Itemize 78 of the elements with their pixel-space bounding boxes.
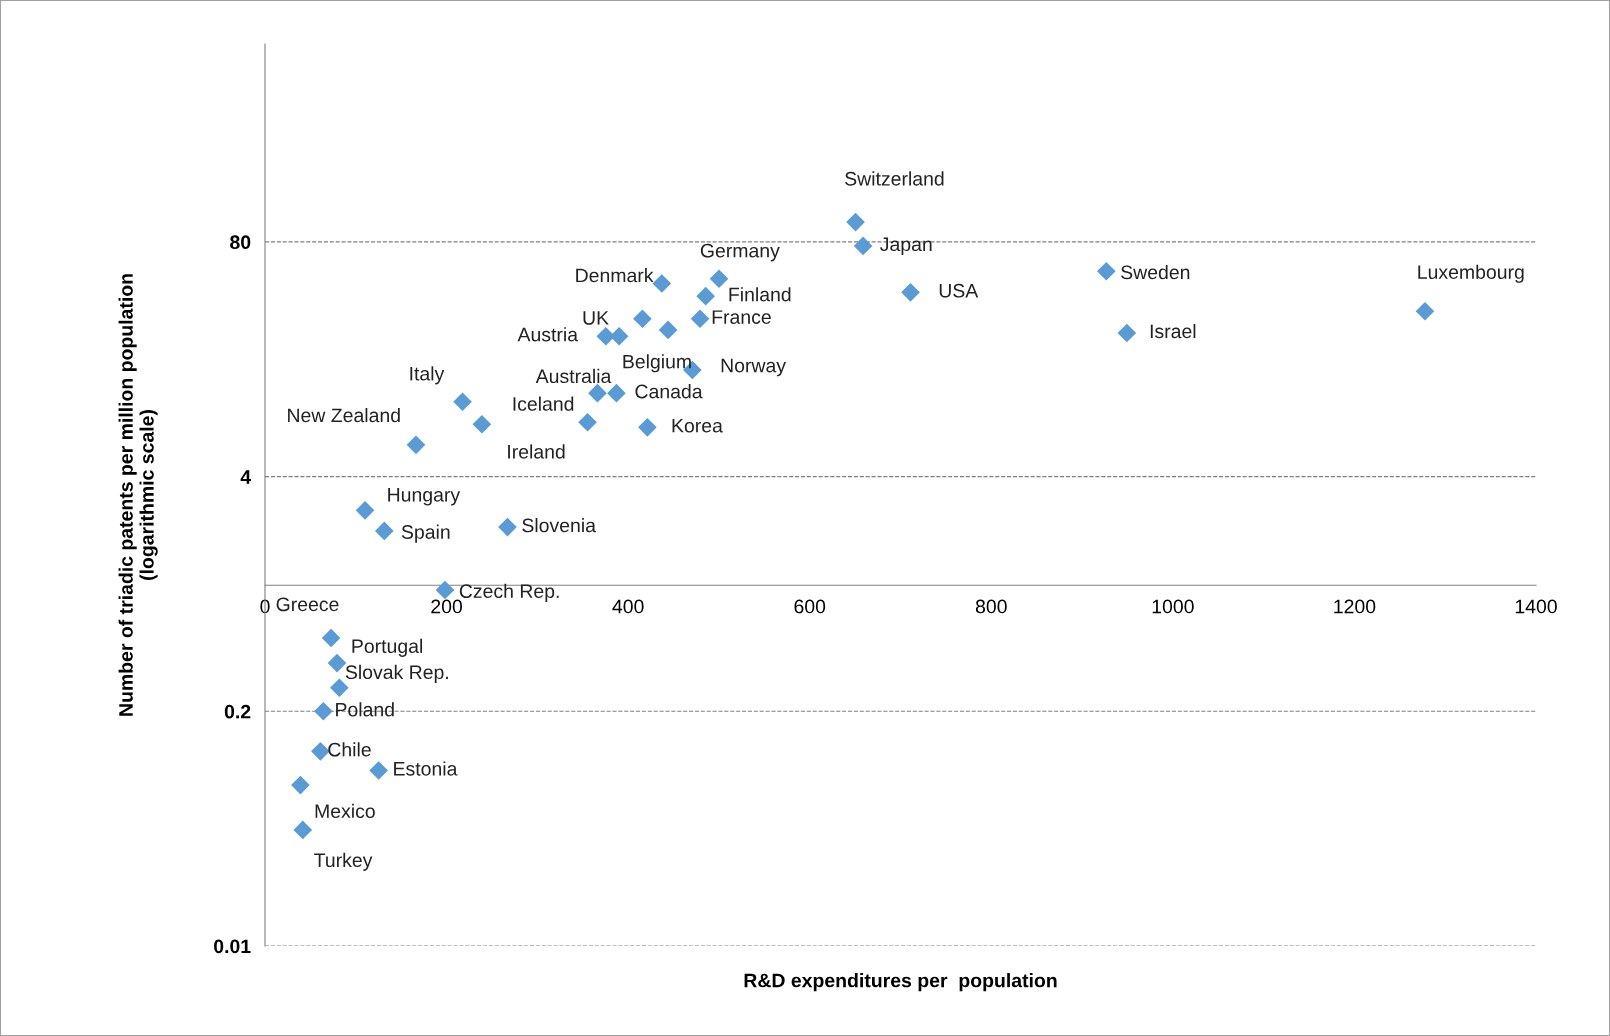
point — [330, 678, 349, 698]
point — [453, 392, 472, 412]
annotation: New Zealand — [288, 407, 400, 423]
annotation: Belgium — [623, 354, 691, 373]
x-tick-label: 1400 — [1515, 599, 1557, 614]
point — [406, 435, 426, 455]
point — [369, 761, 388, 780]
x-tick-label: 400 — [612, 599, 644, 614]
annotation: Luxembourg — [1418, 264, 1524, 283]
point — [472, 414, 492, 434]
point — [291, 775, 310, 795]
point — [321, 628, 341, 648]
annotation: Ireland — [508, 444, 565, 459]
annotation: Slovenia — [522, 518, 596, 533]
point — [690, 309, 710, 329]
annotation: Turkey — [314, 852, 373, 871]
x-tick-label: 0 — [260, 599, 270, 614]
annotation: Poland — [336, 702, 394, 717]
point — [696, 286, 715, 306]
point — [609, 326, 629, 346]
annotation: Norway — [721, 358, 786, 377]
point — [1117, 323, 1137, 343]
point — [293, 820, 313, 840]
annotation: Australia — [535, 368, 612, 384]
annotation: Iceland — [513, 396, 574, 411]
point — [435, 580, 455, 600]
y-tick-label: 4 — [240, 470, 252, 484]
point — [652, 274, 672, 293]
annotation: Israel — [1150, 323, 1196, 339]
annotation: Austria — [517, 327, 579, 342]
annotation: Germany — [700, 243, 780, 262]
annotation: Chile — [328, 742, 371, 757]
y-axis-title: Number of triadic patents per million population (logarithmic scale) — [118, 274, 158, 716]
point — [1415, 301, 1435, 321]
point — [1096, 261, 1116, 281]
point — [658, 320, 678, 340]
annotation: Mexico — [315, 803, 375, 819]
x-tick-label: 200 — [431, 599, 463, 614]
annotation: Switzerland — [845, 171, 944, 186]
annotation: Sweden — [1121, 264, 1190, 280]
annotation: UK — [583, 311, 609, 325]
x-tick-label: 800 — [975, 599, 1007, 614]
y-tick-label: 0.2 — [224, 704, 251, 719]
point — [901, 283, 920, 302]
annotation: France — [712, 310, 771, 324]
point — [638, 418, 657, 437]
annotation: Portugal — [352, 638, 422, 657]
point — [588, 383, 607, 403]
annotation: Greece — [276, 597, 339, 612]
point — [578, 412, 597, 432]
point — [633, 309, 652, 329]
annotation: Denmark — [576, 268, 654, 283]
annotation: Japan — [880, 237, 932, 255]
annotation: Slovak Rep. — [345, 664, 448, 683]
annotation: Finland — [729, 287, 791, 302]
annotation: Korea — [672, 418, 723, 433]
y-tick-label: 0.01 — [214, 939, 251, 954]
y-tick-label: 80 — [230, 235, 251, 250]
annotation: Hungary — [388, 488, 461, 506]
point — [374, 521, 394, 541]
point — [846, 212, 865, 232]
annotation: Spain — [401, 524, 450, 543]
point — [607, 383, 626, 403]
annotation: USA — [939, 283, 979, 298]
x-axis-title: R&D expenditures per population — [744, 973, 1057, 992]
point — [498, 517, 517, 537]
point — [327, 653, 347, 673]
point — [355, 501, 375, 520]
x-tick-label: 600 — [794, 599, 826, 614]
point — [314, 701, 333, 721]
point — [311, 742, 330, 761]
annotation: Canada — [635, 384, 703, 399]
annotation: Italy — [410, 366, 445, 385]
point — [709, 269, 729, 289]
x-tick-label: 1000 — [1152, 599, 1194, 614]
x-tick-label: 1200 — [1334, 599, 1376, 614]
annotation: Estonia — [394, 761, 458, 776]
point — [853, 236, 873, 256]
